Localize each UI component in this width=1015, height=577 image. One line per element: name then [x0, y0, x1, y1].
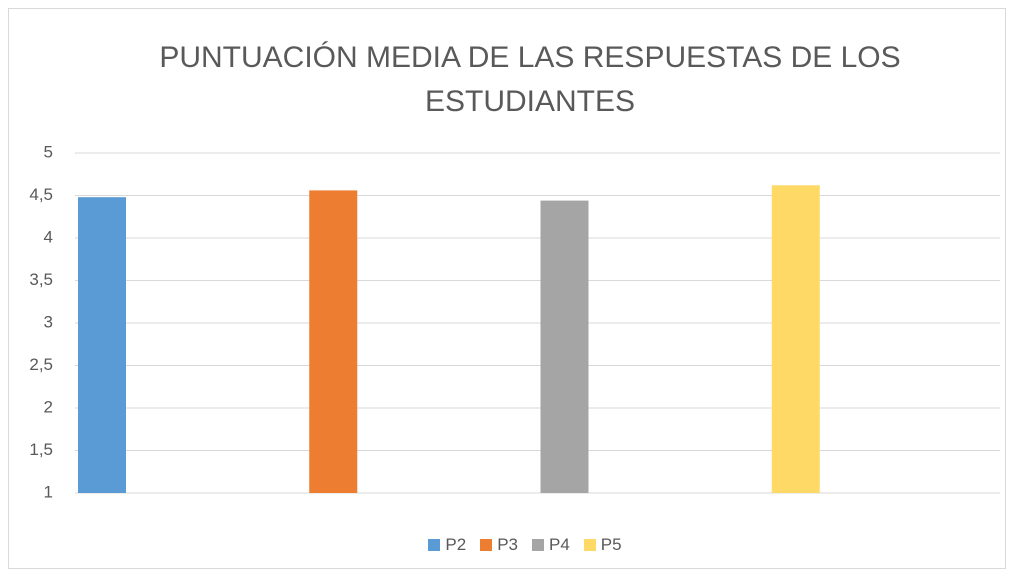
bar: [78, 197, 126, 493]
y-tick-label: 4,5: [29, 185, 53, 204]
bar: [540, 200, 589, 493]
legend-swatch: [583, 539, 596, 551]
y-tick-label: 5: [44, 142, 53, 161]
y-tick-label: 1,5: [29, 440, 53, 459]
y-tick-label: 1: [44, 482, 53, 501]
legend: P2 P3 P4 P5: [0, 535, 1015, 555]
bar: [771, 185, 820, 494]
legend-swatch: [480, 539, 493, 551]
y-tick-label: 3: [44, 312, 53, 331]
bar: [309, 190, 358, 493]
legend-label: P2: [445, 535, 467, 554]
legend-item: P4: [532, 535, 570, 555]
legend-label: P5: [600, 535, 622, 554]
y-tick-label: 2,5: [29, 355, 53, 374]
legend-label: P4: [549, 535, 570, 554]
legend-item: P5: [583, 535, 622, 555]
y-tick-label: 3,5: [29, 270, 53, 289]
legend-swatch: [428, 539, 441, 551]
chart-title: PUNTUACIÓN MEDIA DE LAS RESPUESTAS DE LO…: [159, 41, 901, 118]
y-tick-label: 4: [44, 227, 53, 246]
legend-label: P3: [497, 535, 518, 554]
legend-swatch: [532, 539, 544, 551]
chart-frame: [8, 8, 1006, 569]
y-tick-label: 2: [44, 397, 53, 416]
legend-item: P2: [428, 535, 466, 555]
legend-item: P3: [480, 535, 518, 555]
